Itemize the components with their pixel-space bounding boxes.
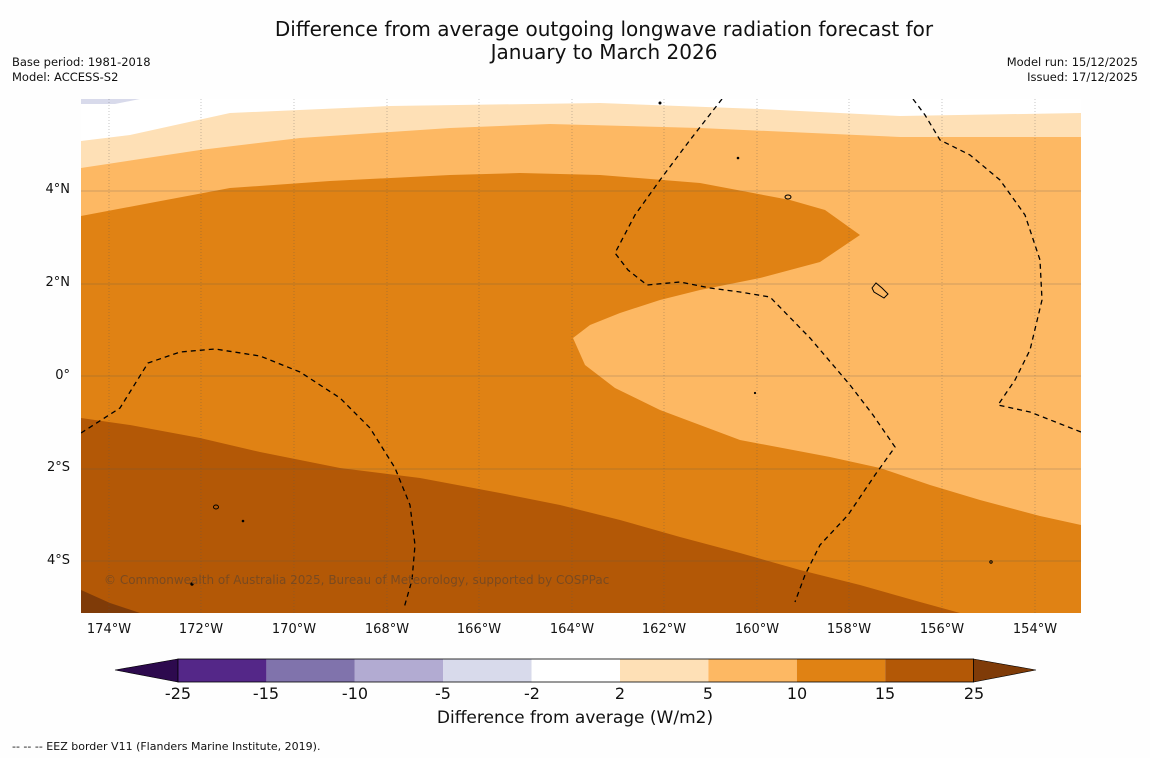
- colorbar-extend-low: [114, 658, 179, 683]
- colorbar-segment: [885, 659, 974, 682]
- contour-negative-patch: [81, 99, 140, 104]
- colorbar-segment: [796, 659, 886, 682]
- colorbar-segment: [708, 659, 797, 682]
- island: [989, 560, 993, 564]
- island: [241, 519, 245, 523]
- x-tick: 164°W: [549, 622, 595, 637]
- map-title: Difference from average outgoing longwav…: [0, 18, 1150, 64]
- x-tick: 158°W: [826, 622, 872, 637]
- colorbar-tick: 5: [702, 684, 714, 703]
- colorbar-tick: -10: [341, 684, 369, 703]
- x-tick: 156°W: [919, 622, 965, 637]
- base-period-text: Base period: 1981-2018: [12, 55, 151, 69]
- eez-footnote: -- -- -- EEZ border V11 (Flanders Marine…: [12, 740, 321, 753]
- graticule: [81, 99, 1081, 613]
- colorbar-segment: [620, 659, 709, 682]
- colorbar-tick: 10: [786, 684, 808, 703]
- map-plot-area: © Commonwealth of Australia 2025, Bureau…: [81, 99, 1081, 613]
- issued-text: Issued: 17/12/2025: [1027, 70, 1138, 84]
- island: [871, 282, 889, 299]
- colorbar-segment: [266, 659, 355, 682]
- island: [736, 156, 740, 160]
- colorbar-tick: 15: [874, 684, 896, 703]
- x-tick: 166°W: [456, 622, 502, 637]
- y-tick: 2°S: [46, 460, 70, 475]
- title-line-1: Difference from average outgoing longwav…: [274, 17, 934, 41]
- y-tick: 4°S: [46, 553, 70, 568]
- island: [658, 101, 662, 105]
- model-run-text: Model run: 15/12/2025: [1006, 55, 1138, 69]
- eez-border-central: [614, 99, 896, 603]
- colorbar-segment: [443, 659, 532, 682]
- y-tick: 2°N: [45, 275, 71, 290]
- colorbar-segment: [531, 659, 620, 682]
- colorbar-tick: 25: [963, 684, 985, 703]
- colorbar-tick: -5: [435, 684, 451, 703]
- colorbar-segment: [178, 659, 267, 682]
- x-tick: 162°W: [641, 622, 687, 637]
- colorbar-tick: 2: [614, 684, 626, 703]
- y-tick: 4°N: [45, 182, 71, 197]
- colorbar-segment: [354, 659, 444, 682]
- island: [753, 391, 757, 395]
- meta-left: Base period: 1981-2018 Model: ACCESS-S2: [12, 55, 151, 85]
- x-tick: 168°W: [364, 622, 410, 637]
- x-tick: 170°W: [271, 622, 317, 637]
- islands: [190, 101, 993, 586]
- contour-above-25: [81, 590, 140, 613]
- colorbar-label: Difference from average (W/m2): [436, 708, 714, 728]
- contour-15-25: [81, 418, 960, 613]
- eez-borders: [81, 99, 1081, 609]
- colorbar-tick: -15: [252, 684, 280, 703]
- title-line-2: January to March 2026: [490, 40, 718, 64]
- x-tick: 154°W: [1012, 622, 1058, 637]
- colorbar-tick: -2: [524, 684, 540, 703]
- eez-border-east: [912, 99, 1081, 433]
- x-tick: 160°W: [734, 622, 780, 637]
- copyright-text: © Commonwealth of Australia 2025, Bureau…: [104, 573, 609, 587]
- y-tick: 0°: [55, 368, 70, 383]
- x-tick: 172°W: [178, 622, 224, 637]
- island: [213, 504, 219, 510]
- model-text: Model: ACCESS-S2: [12, 70, 119, 84]
- island: [190, 582, 194, 586]
- colorbar-outline: [177, 658, 974, 683]
- x-tick: 174°W: [86, 622, 132, 637]
- colorbar-tick: -25: [164, 684, 192, 703]
- colorbar-extend-high: [973, 658, 1037, 683]
- meta-right: Model run: 15/12/2025 Issued: 17/12/2025: [1007, 55, 1138, 85]
- island: [784, 194, 792, 200]
- eez-border-west: [81, 348, 416, 609]
- colorbar: [114, 658, 1037, 683]
